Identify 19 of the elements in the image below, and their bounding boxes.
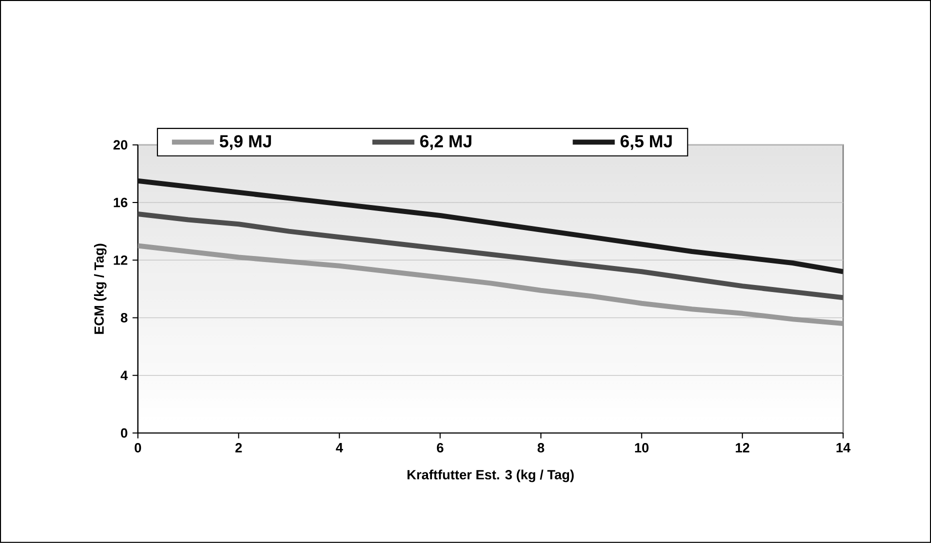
x-tick-label: 4: [336, 443, 344, 452]
y-tick-label: 16: [114, 198, 128, 208]
y-tick-label: 8: [120, 313, 128, 323]
y-tick-label: 20: [113, 140, 128, 150]
legend-label: 6,2 MJ: [420, 135, 472, 150]
x-axis-title: Kraftfutter Est. 3 (kg / Tag): [408, 470, 574, 482]
y-tick-label: 12: [114, 256, 128, 265]
x-tick-label: 6: [436, 443, 444, 453]
y-axis-title: ECM (kg / Tag): [94, 244, 107, 334]
legend-label: 6,5 MJ: [620, 135, 672, 150]
x-tick-label: 0: [134, 443, 142, 453]
x-tick-label: 2: [235, 443, 242, 452]
x-tick-label: 10: [635, 443, 649, 453]
y-tick-label: 4: [120, 370, 128, 380]
legend-label: 5,9 MJ: [220, 135, 271, 150]
x-tick-label: 12: [736, 443, 750, 452]
x-tick-label: 14: [836, 443, 850, 452]
y-tick-label: 0: [120, 428, 128, 438]
x-tick-label: 8: [538, 443, 544, 453]
